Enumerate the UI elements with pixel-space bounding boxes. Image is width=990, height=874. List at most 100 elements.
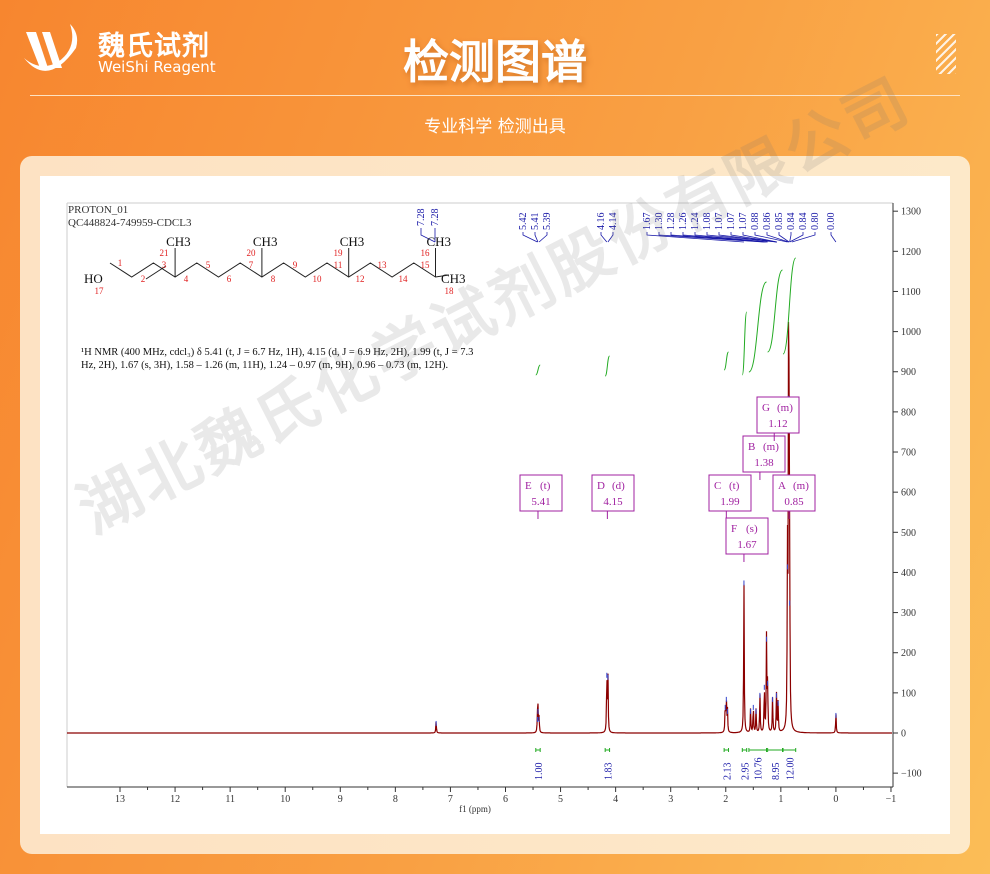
multiplet-box — [742, 435, 786, 473]
multiplet-box — [772, 474, 816, 512]
peak-label: 0.88 — [750, 213, 761, 231]
x-tick-label: 0 — [833, 794, 838, 805]
methyl-label: CH3 — [427, 234, 452, 249]
multiplet-shift: 4.15 — [603, 496, 623, 508]
integral-value: 8.95 — [771, 763, 782, 781]
multiplet-box — [519, 474, 563, 512]
multiplet-shift: 0.85 — [784, 496, 804, 508]
integral-curve — [741, 311, 748, 376]
y-tick-label: 100 — [901, 688, 916, 699]
integral-value: 1.83 — [603, 763, 614, 781]
stripes-decoration-icon — [936, 34, 956, 74]
integral-bracket — [782, 748, 797, 752]
atom-number: 17 — [95, 286, 105, 296]
peak-label: 0.85 — [774, 213, 785, 231]
x-tick-label: 8 — [393, 794, 398, 805]
multiplet-shift: 1.38 — [754, 457, 774, 469]
y-tick-label: 0 — [901, 729, 906, 740]
peak-label: 5.41 — [530, 213, 541, 231]
atom-number: 1 — [118, 258, 123, 268]
peak-label: 0.84 — [786, 213, 797, 231]
atom-number: 2 — [141, 274, 146, 284]
atom-number: 6 — [227, 274, 232, 284]
atom-number: 13 — [378, 260, 388, 270]
atom-number: 10 — [313, 274, 323, 284]
y-tick-label: 600 — [901, 488, 916, 499]
peak-label: 5.39 — [542, 213, 553, 231]
atom-number: 11 — [334, 260, 343, 270]
logo: 魏氏试剂 WeiShi Reagent — [18, 18, 218, 78]
atom-number: 19 — [334, 248, 344, 258]
multiplet-letter: B — [748, 441, 755, 453]
methyl-label: CH3 — [441, 271, 466, 286]
spectrum-panel: 13 12 11 10 9 8 7 6 5 4 3 2 1 0 −1 1300 1200 1100 1000 900 8… — [40, 176, 950, 834]
peak-label: 1.28 — [666, 213, 677, 231]
peak-label-leader — [694, 232, 768, 243]
y-tick-label: −100 — [901, 769, 922, 780]
carbon-chain-bond — [109, 262, 450, 278]
multiplet-box — [725, 517, 769, 555]
atom-number: 20 — [247, 248, 257, 258]
peak-label: 1.07 — [714, 213, 725, 231]
integral-value: 12.00 — [785, 758, 796, 781]
peak-label: 0.00 — [826, 213, 837, 231]
y-tick-label: 1000 — [901, 327, 921, 338]
peak-label: 5.42 — [518, 213, 529, 231]
y-tick-label: 800 — [901, 407, 916, 418]
peak-label-leader — [830, 232, 837, 243]
spectrum-title: QC448824-749959-CDCL3 — [68, 217, 192, 229]
y-tick-label: 400 — [901, 568, 916, 579]
x-tick-label: 6 — [503, 794, 508, 805]
peak-label: 0.86 — [762, 213, 773, 231]
logo-w-icon — [24, 24, 78, 71]
multiplet-type: (m) — [763, 441, 779, 453]
multiplet-shift: 1.12 — [768, 418, 787, 430]
atom-number: 3 — [162, 260, 167, 270]
peak-label-leader — [766, 232, 789, 243]
multiplet-box — [708, 474, 752, 512]
atom-number: 16 — [421, 248, 431, 258]
peak-label-leader — [730, 232, 778, 243]
y-tick-label: 200 — [901, 648, 916, 659]
multiplet-letter: F — [731, 523, 737, 535]
peak-label: 4.14 — [608, 213, 619, 231]
x-tick-label: 3 — [668, 794, 673, 805]
divider — [30, 95, 960, 96]
multiplet-type: (m) — [793, 480, 809, 492]
page-subtitle: 专业科学 检测出具 — [424, 117, 566, 137]
multiplet-box — [591, 474, 635, 512]
y-tick-label: 1200 — [901, 247, 921, 258]
spectrum-line — [67, 321, 892, 734]
nmr-description: ¹H NMR (400 MHz, cdcl₃) δ 5.41 (t, J = 6… — [81, 347, 473, 358]
multiplet-letter: A — [778, 480, 786, 492]
methyl-label: CH3 — [166, 234, 191, 249]
multiplet-type: (t) — [729, 480, 740, 492]
peak-label: 1.30 — [654, 213, 665, 231]
integral-bracket — [604, 748, 611, 752]
peak-label-leader — [420, 228, 436, 243]
atom-number: 8 — [271, 274, 276, 284]
x-tick-label: 7 — [448, 794, 453, 805]
multiplet-type: (s) — [746, 523, 758, 535]
multiplet-shift: 1.99 — [720, 496, 740, 508]
integral-value: 2.95 — [740, 763, 751, 781]
multiplet-box — [756, 396, 800, 434]
y-tick-label: 1300 — [901, 207, 921, 218]
spectrum-title: PROTON_01 — [68, 204, 128, 216]
x-tick-label: 13 — [115, 794, 125, 805]
y-tick-label: 500 — [901, 528, 916, 539]
multiplet-letter: D — [597, 480, 605, 492]
peak-label-leader — [534, 232, 539, 243]
peak-label-leader — [682, 232, 767, 243]
peak-label: 7.28 — [430, 209, 441, 227]
atom-number: 7 — [249, 260, 254, 270]
integral-curve — [782, 257, 797, 355]
integral-bracket — [767, 748, 783, 752]
y-tick-label: 300 — [901, 608, 916, 619]
integral-value: 10.76 — [754, 758, 765, 781]
peak-label-leader — [742, 232, 778, 243]
multiplet-type: (m) — [777, 402, 793, 414]
atom-number: 21 — [160, 248, 169, 258]
integral-curve — [748, 281, 767, 373]
peak-label: 1.26 — [678, 213, 689, 231]
